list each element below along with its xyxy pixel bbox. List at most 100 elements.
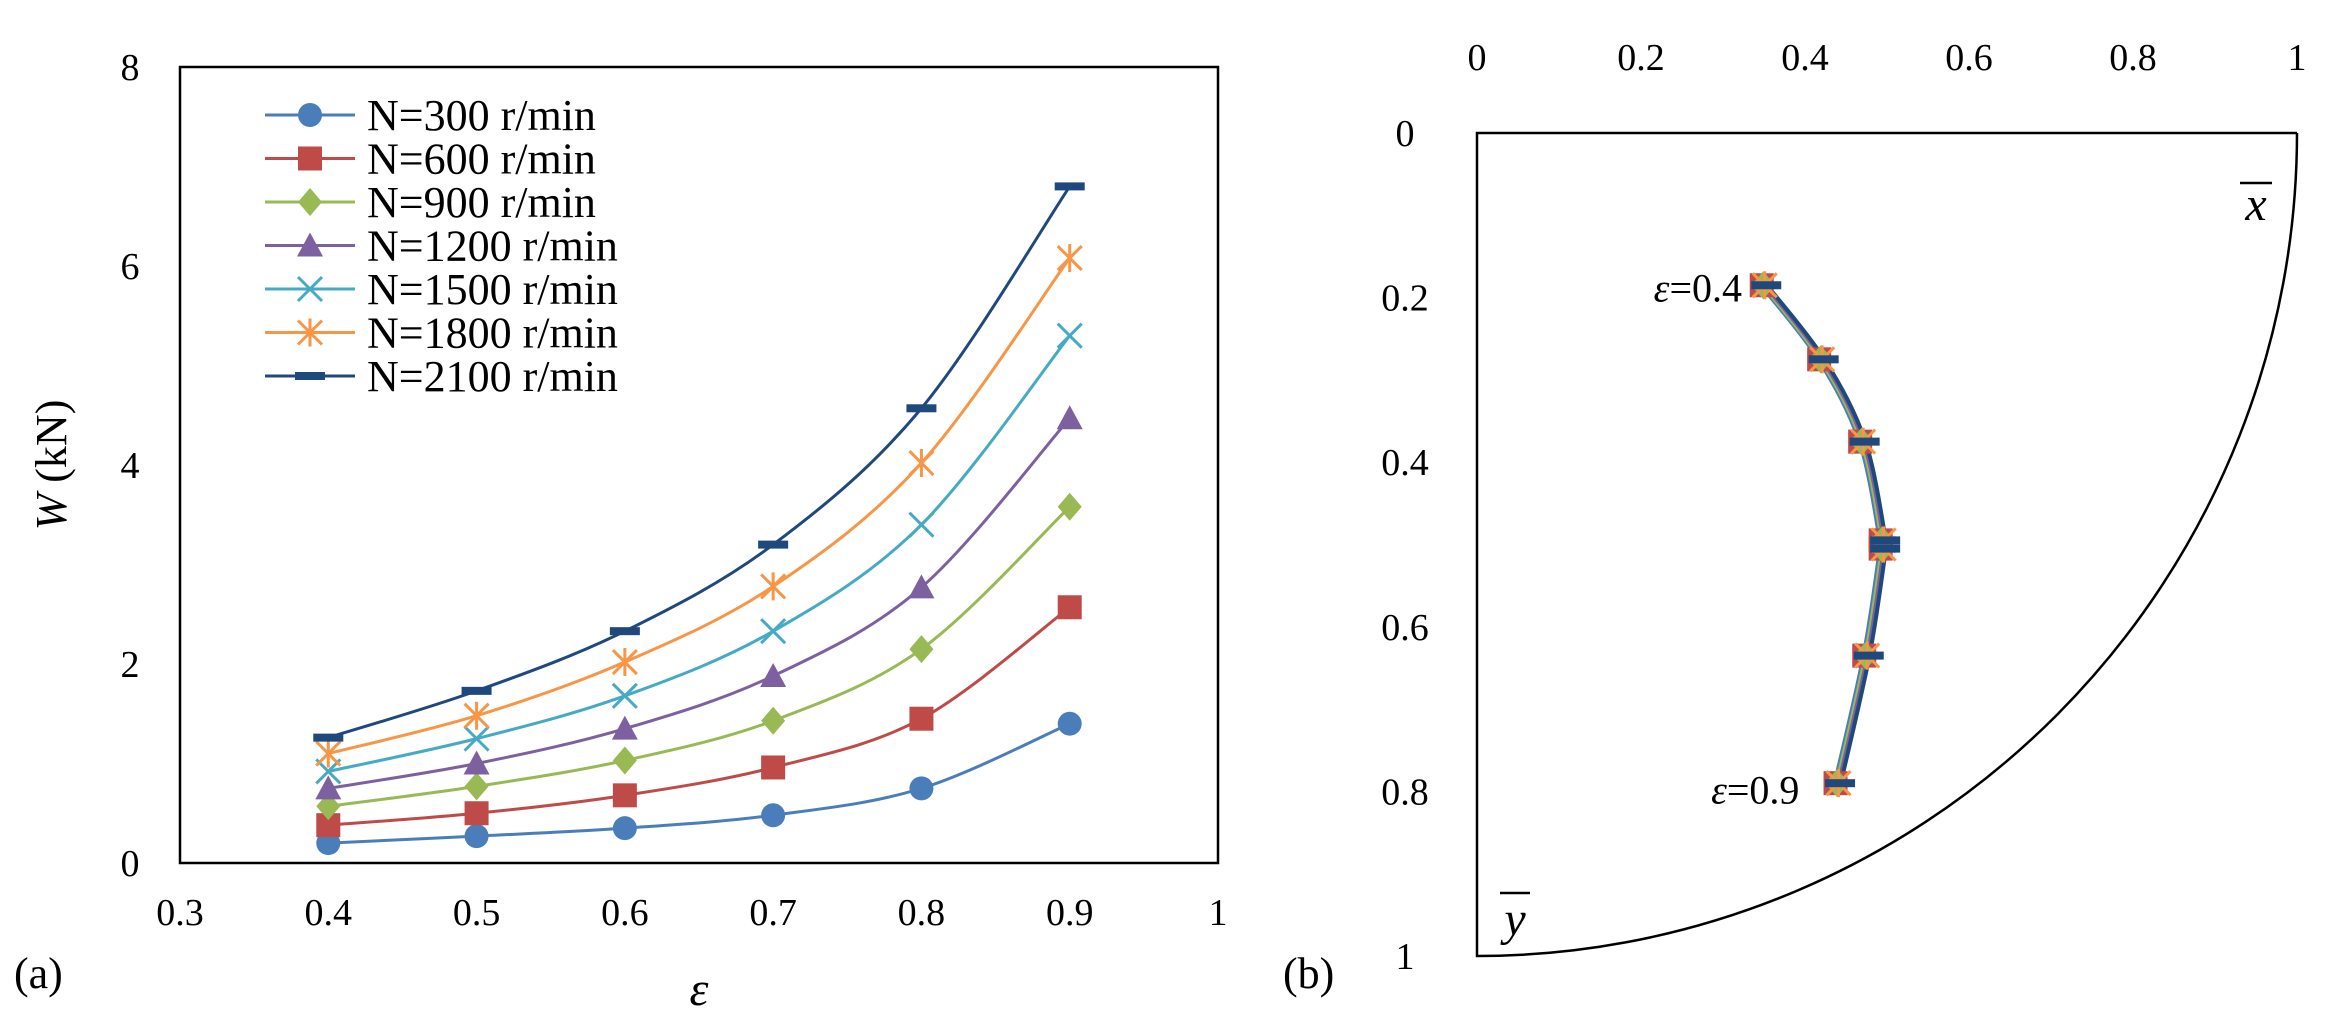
- series-n-1500-r-min-point-4-stroke-2: [908, 511, 935, 538]
- x-tick-a-0-5: 0.5: [453, 892, 501, 934]
- series-n-300-r-min-point-4: [909, 776, 934, 801]
- series-n-900-r-min-point-4: [909, 635, 934, 664]
- legend-item-n-300-r-min: N=300 r/min: [265, 91, 596, 140]
- series-n-300-r-min-point-2: [612, 816, 637, 841]
- legend-item-n-600-r-min: N=600 r/min: [265, 135, 596, 184]
- y-tick-b-0-6: 0.6: [1381, 607, 1429, 649]
- legend-item-n-2100-r-min-label: N=2100 r/min: [367, 352, 618, 401]
- locus-dash-6: [1825, 779, 1856, 788]
- legend-item-n-300-r-min-label: N=300 r/min: [367, 91, 596, 140]
- series-n-900-r-min-point-3: [761, 706, 786, 735]
- series-n-600-r-min-point-1: [464, 801, 489, 826]
- legend-item-n-1200-r-min-marker: [297, 232, 323, 257]
- x-axis-label-a: ε: [690, 963, 709, 1016]
- legend-item-n-1500-r-min-label: N=1500 r/min: [367, 265, 618, 314]
- panel-label-b: (b): [1283, 949, 1334, 998]
- series-n-300-r-min: [316, 711, 1082, 856]
- x-tick-labels-b: 0 0.2 0.4 0.6 0.8 1: [1468, 37, 2307, 79]
- y-axis-symbol: W: [27, 490, 76, 530]
- legend-item-n-1800-r-min-label: N=1800 r/min: [367, 309, 618, 358]
- series-n-1500-r-min-point-2-stroke-2: [611, 682, 638, 709]
- x-axis-label-b-text: x: [2244, 178, 2266, 231]
- series-n-1500-r-min-point-1-stroke-2: [463, 725, 490, 752]
- y-axis-unit: (kN): [27, 400, 76, 494]
- series-n-1800-r-min-point-2: [611, 648, 638, 677]
- annotation-0-value: =0.4: [1669, 265, 1742, 310]
- x-axis-label-b: x: [2240, 178, 2272, 231]
- legend-item-n-1500-r-min: N=1500 r/min: [265, 265, 618, 314]
- series-n-1500-r-min-point-1: [463, 725, 490, 752]
- series-n-1800-r-min: [315, 244, 1083, 768]
- panel-a: W (kN) ε (a) 0.3 0.4 0.5 0.6 0.7 0.8 0.9 1 0 2 4 6…: [14, 47, 1228, 1016]
- series-n-600-r-min: [316, 595, 1082, 838]
- legend-item-n-2100-r-min-marker: [295, 372, 325, 380]
- y-tick-b-0-2: 0.2: [1381, 278, 1429, 320]
- x-tick-b-0-6: 0.6: [1945, 37, 1993, 79]
- series-n-1200-r-min: [315, 405, 1083, 800]
- y-tick-labels-a: 0 2 4 6 8: [121, 47, 140, 885]
- series-n-900-r-min-line: [328, 505, 1071, 808]
- series-n-1800-r-min-point-1: [463, 701, 490, 730]
- y-axis-label-b: y: [1499, 891, 1530, 946]
- y-tick-b-0: 0: [1396, 113, 1415, 155]
- series-n-1200-r-min-point-5: [1056, 405, 1083, 430]
- series-n-1500-r-min-point-3-stroke-2: [760, 618, 787, 645]
- series-n-600-r-min-point-2: [612, 783, 637, 808]
- series-n-600-r-min-point-3: [761, 755, 786, 780]
- legend-item-n-1800-r-min-marker: [296, 318, 324, 347]
- y-tick-b-1: 1: [1396, 936, 1415, 978]
- series-n-1500-r-min-point-5-stroke-2: [1056, 322, 1083, 349]
- legend-item-n-1500-r-min-marker: [296, 275, 324, 303]
- series-n-2100-r-min-point-1: [461, 686, 492, 695]
- legend-item-n-300-r-min-marker: [298, 103, 322, 127]
- series-group-a: [313, 182, 1085, 856]
- y-tick-b-0-4: 0.4: [1381, 442, 1429, 484]
- series-n-1500-r-min-line: [327, 334, 1071, 773]
- legend-item-n-600-r-min-label: N=600 r/min: [367, 135, 596, 184]
- series-n-600-r-min-line: [328, 606, 1071, 827]
- series-n-300-r-min-point-5: [1057, 711, 1082, 736]
- plot-area-a: [178, 65, 1220, 865]
- locus-dash-3: [1870, 536, 1901, 545]
- y-tick-a-0: 0: [121, 843, 140, 885]
- locus-dash-1: [1808, 355, 1839, 364]
- annotation-0: ε=0.4: [1654, 265, 1742, 310]
- x-tick-b-0-4: 0.4: [1781, 37, 1829, 79]
- x-tick-a-0-7: 0.7: [749, 892, 797, 934]
- y-tick-a-4: 4: [121, 445, 140, 487]
- series-n-1800-r-min-point-0: [315, 739, 342, 768]
- x-tick-b-0-2: 0.2: [1617, 37, 1665, 79]
- series-n-1800-r-min-point-3: [760, 572, 787, 601]
- annotation-0-symbol: ε: [1654, 265, 1670, 310]
- series-n-1200-r-min-point-0: [315, 775, 342, 800]
- series-n-900-r-min-point-2: [612, 746, 637, 775]
- series-n-1500-r-min-point-3: [760, 618, 787, 645]
- legend-item-n-1500-r-min-marker-stroke-2: [296, 275, 324, 303]
- series-n-2100-r-min-point-4: [906, 404, 937, 413]
- series-n-1500-r-min-point-5: [1056, 322, 1083, 349]
- x-tick-labels-a: 0.3 0.4 0.5 0.6 0.7 0.8 0.9 1: [156, 892, 1227, 934]
- series-n-2100-r-min-point-3: [758, 540, 789, 549]
- x-tick-a-0-3: 0.3: [156, 892, 204, 934]
- series-n-1200-r-min-point-4: [908, 574, 935, 599]
- series-n-1800-r-min-point-5: [1056, 244, 1083, 273]
- annotation-1: ε=0.9: [1711, 767, 1799, 812]
- series-n-1500-r-min-point-2: [611, 682, 638, 709]
- annotations-b: ε=0.4ε=0.9: [1654, 265, 1800, 812]
- series-n-300-r-min-point-1: [464, 824, 489, 849]
- legend-item-n-1200-r-min: N=1200 r/min: [265, 222, 618, 271]
- series-n-2100-r-min-point-5: [1054, 182, 1085, 191]
- legend-item-n-1200-r-min-label: N=1200 r/min: [367, 222, 618, 271]
- quarter-circle-boundary: [1475, 131, 2299, 958]
- locus-group-b: [1749, 271, 1901, 798]
- legend-item-n-900-r-min: N=900 r/min: [265, 178, 596, 227]
- x-tick-a-0-6: 0.6: [601, 892, 649, 934]
- series-n-1200-r-min-point-3: [760, 662, 787, 687]
- locus-dash-4: [1870, 544, 1901, 553]
- series-n-900-r-min-point-1: [464, 772, 489, 801]
- legend-item-n-1800-r-min: N=1800 r/min: [265, 309, 618, 358]
- series-n-300-r-min-point-3: [761, 803, 786, 828]
- annotation-1-value: =0.9: [1727, 767, 1800, 812]
- panel-label-a: (a): [14, 949, 63, 998]
